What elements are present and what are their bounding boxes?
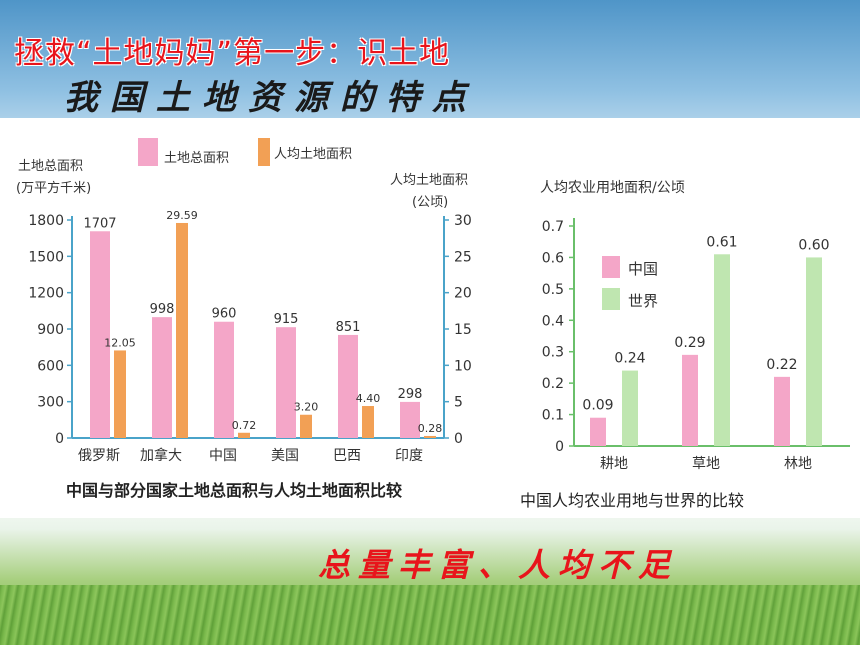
right-tick-label: 15 xyxy=(454,322,472,338)
left-tick-label: 600 xyxy=(37,358,64,374)
right-tick-label: 30 xyxy=(454,213,472,229)
bar-world xyxy=(622,370,638,446)
legend-label-total-area: 土地总面积 xyxy=(164,151,229,166)
bar-total-area xyxy=(214,321,234,438)
y-tick-label: 0.2 xyxy=(542,376,564,392)
bar-china xyxy=(590,417,606,446)
legend-label-world: 世界 xyxy=(628,292,658,310)
y-tick-label: 0 xyxy=(555,439,564,455)
bar-total-area xyxy=(338,334,358,438)
slide-subheading: 我国土地资源的特点 xyxy=(64,78,478,118)
y-axis-title: 人均农业用地面积/公顷 xyxy=(540,180,685,196)
right-tick-label: 10 xyxy=(454,358,472,374)
grass-background xyxy=(0,585,860,645)
bar-china xyxy=(774,376,790,446)
category-label: 俄罗斯 xyxy=(78,448,120,464)
left-tick-label: 1500 xyxy=(28,249,64,265)
data-label-per-capita: 12.05 xyxy=(104,336,136,349)
bar-per-capita xyxy=(362,406,374,438)
category-label: 林地 xyxy=(784,456,812,472)
data-label-world: 0.60 xyxy=(798,237,829,253)
category-label: 中国 xyxy=(209,448,237,464)
category-label: 美国 xyxy=(271,448,299,464)
legend-label-china: 中国 xyxy=(628,260,658,278)
right-axis-title-line2: (公顷) xyxy=(412,195,448,210)
data-label-per-capita: 0.72 xyxy=(232,419,257,432)
data-label-total-area: 298 xyxy=(398,387,423,402)
bar-per-capita xyxy=(176,222,188,438)
data-label-total-area: 1707 xyxy=(83,216,116,231)
right-axis-title-line1: 人均土地面积 xyxy=(390,173,468,188)
legend-swatch-per-capita xyxy=(258,138,270,166)
data-label-total-area: 915 xyxy=(274,312,299,327)
left-tick-label: 0 xyxy=(55,431,64,447)
left-tick-label: 300 xyxy=(37,395,64,411)
left-tick-label: 900 xyxy=(37,322,64,338)
right-tick-label: 25 xyxy=(454,249,472,265)
data-label-per-capita: 4.40 xyxy=(356,392,381,405)
left-tick-label: 1200 xyxy=(28,286,64,302)
y-tick-label: 0.4 xyxy=(542,313,564,329)
right-tick-label: 20 xyxy=(454,286,472,302)
category-label: 印度 xyxy=(395,448,423,464)
category-label: 加拿大 xyxy=(140,447,182,464)
data-label-china: 0.29 xyxy=(674,335,705,351)
bar-per-capita xyxy=(114,350,126,438)
legend-label-per-capita: 人均土地面积 xyxy=(274,147,352,162)
y-tick-label: 0.7 xyxy=(542,219,564,235)
slogan-text: 总量丰富、人均不足 xyxy=(318,546,679,584)
category-label: 草地 xyxy=(692,456,720,472)
y-tick-label: 0.1 xyxy=(542,408,564,424)
data-label-total-area: 998 xyxy=(150,302,175,317)
y-tick-label: 0.6 xyxy=(542,250,564,266)
data-label-world: 0.61 xyxy=(706,234,737,250)
legend-swatch-world xyxy=(602,288,620,310)
bar-world xyxy=(714,254,730,446)
legend-swatch-total-area xyxy=(138,138,158,166)
right-tick-label: 0 xyxy=(454,431,463,447)
left-axis-title-line1: 土地总面积 xyxy=(18,159,83,174)
chart-title: 中国人均农业用地与世界的比较 xyxy=(520,491,744,510)
category-label: 巴西 xyxy=(333,448,361,464)
data-label-total-area: 960 xyxy=(212,307,237,322)
data-label-per-capita: 29.59 xyxy=(166,209,198,222)
bar-per-capita xyxy=(300,414,312,438)
data-label-world: 0.24 xyxy=(614,351,645,367)
y-tick-label: 0.5 xyxy=(542,282,564,298)
data-label-china: 0.22 xyxy=(766,357,797,373)
data-label-china: 0.09 xyxy=(582,398,613,414)
right-tick-label: 5 xyxy=(454,395,463,411)
legend-swatch-china xyxy=(602,256,620,278)
data-label-per-capita: 3.20 xyxy=(294,401,319,414)
left-tick-label: 1800 xyxy=(28,213,64,229)
bar-total-area xyxy=(90,231,110,438)
bar-total-area xyxy=(400,401,420,438)
data-label-total-area: 851 xyxy=(336,320,361,335)
bar-world xyxy=(806,257,822,446)
land-area-chart: 土地总面积 人均土地面积土地总面积(万平方千米)人均土地面积(公顷)0300600… xyxy=(16,138,472,500)
bar-total-area xyxy=(152,317,172,438)
bar-total-area xyxy=(276,327,296,438)
bar-per-capita xyxy=(424,435,436,438)
slide-heading: 拯救“土地妈妈”第一步：识土地 xyxy=(14,36,451,71)
bar-china xyxy=(682,354,698,446)
category-label: 耕地 xyxy=(600,455,628,472)
y-tick-label: 0.3 xyxy=(542,345,564,361)
left-axis-title-line2: (万平方千米) xyxy=(16,180,91,196)
chart-title: 中国与部分国家土地总面积与人均土地面积比较 xyxy=(66,481,402,500)
data-label-per-capita: 0.28 xyxy=(418,422,443,435)
bar-per-capita xyxy=(238,432,250,438)
